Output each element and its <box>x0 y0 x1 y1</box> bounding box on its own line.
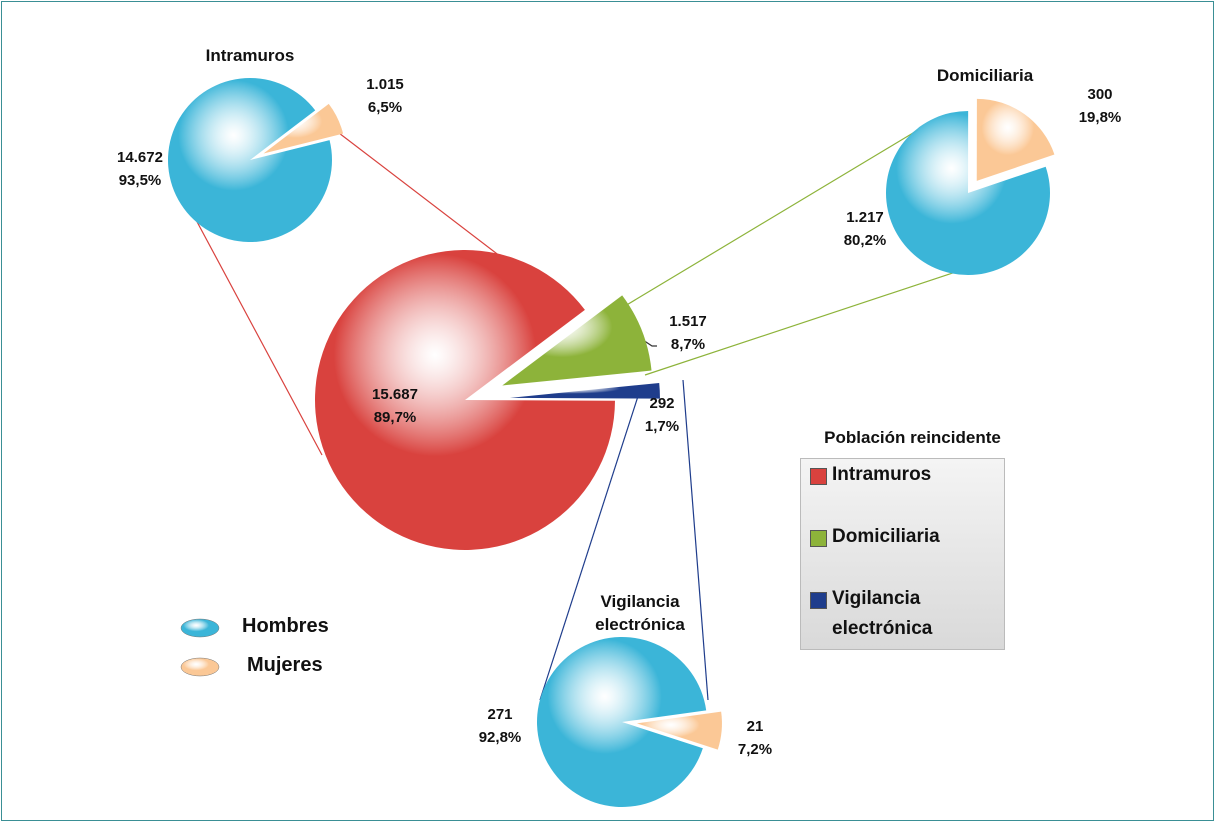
legend-swatch <box>180 618 220 638</box>
pie-slice <box>886 111 1050 275</box>
legend-swatch <box>180 657 220 677</box>
percent-label: 89,7% <box>374 409 417 426</box>
pie-slice <box>167 77 332 242</box>
percent-label: 92,8% <box>479 729 522 746</box>
pie-slice <box>315 249 615 550</box>
legend-label: Mujeres <box>247 654 323 676</box>
pie-title: Vigilancia electrónica <box>595 592 685 634</box>
legend-label: Vigilancia electrónica <box>832 588 933 639</box>
percent-label: 7,2% <box>738 741 772 758</box>
value-label: 21 <box>747 718 764 735</box>
legend-label: Intramuros <box>832 464 932 485</box>
pie-title: Domiciliaria <box>936 66 1034 85</box>
connector <box>539 389 641 701</box>
pie-slice <box>509 382 660 399</box>
value-label: 271 <box>487 706 512 723</box>
legend-label: Domiciliaria <box>832 526 940 547</box>
percent-label: 6,5% <box>368 99 402 116</box>
percent-label: 93,5% <box>119 172 162 189</box>
value-label: 1.015 <box>366 76 404 93</box>
legend-swatch <box>810 468 827 485</box>
value-label: 1.517 <box>669 313 707 330</box>
legend-title: Población reincidente <box>824 428 1001 447</box>
legend <box>800 458 1005 650</box>
pie-slice <box>263 103 344 154</box>
pie-slice <box>502 295 652 386</box>
value-label: 300 <box>1087 86 1112 103</box>
pie-slice <box>636 711 722 750</box>
pie-slice <box>976 98 1055 181</box>
percent-label: 80,2% <box>844 232 887 249</box>
legend-swatch <box>810 592 827 609</box>
value-label: 15.687 <box>372 386 418 403</box>
percent-label: 19,8% <box>1079 109 1122 126</box>
percent-label: 8,7% <box>671 336 705 353</box>
value-label: 14.672 <box>117 149 163 166</box>
pie-slice <box>537 636 707 807</box>
legend-swatch <box>810 530 827 547</box>
connector <box>614 129 919 313</box>
pie-title: Intramuros <box>205 46 295 65</box>
connector <box>179 189 323 456</box>
connector <box>682 379 709 701</box>
value-label: 292 <box>649 395 674 412</box>
value-label: 1.217 <box>846 209 884 226</box>
percent-label: 1,7% <box>645 418 679 435</box>
legend-label: Hombres <box>242 615 329 637</box>
